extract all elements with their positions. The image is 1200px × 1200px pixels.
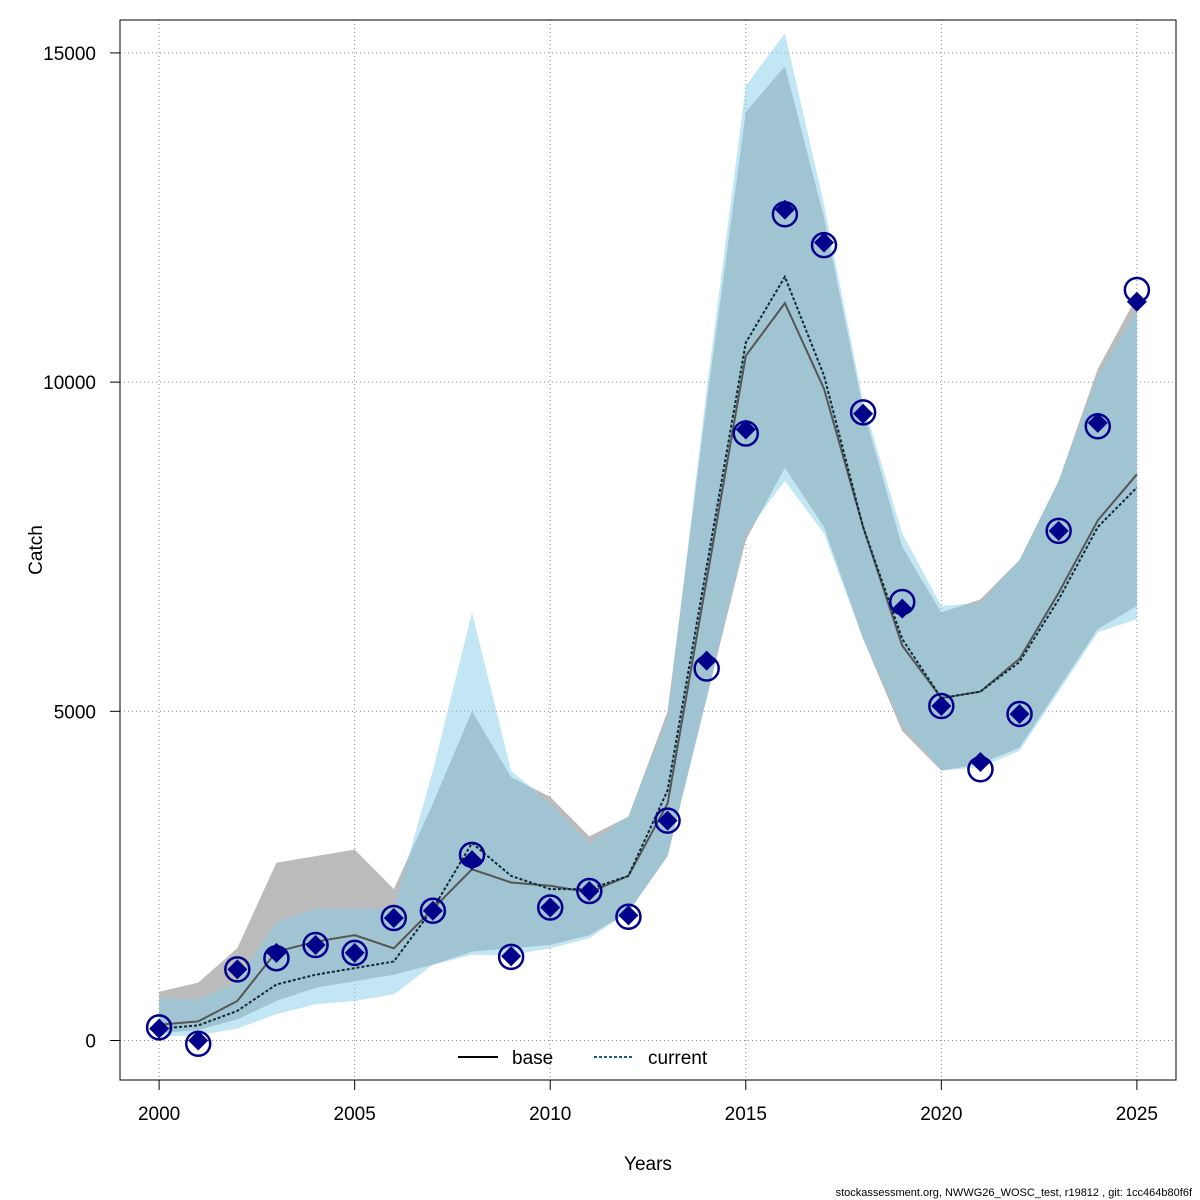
observation-diamond-2001	[188, 1030, 209, 1051]
observation-circle-2023	[1045, 517, 1072, 545]
observation-diamond-2011	[579, 881, 600, 902]
line-current	[159, 274, 1138, 1030]
y-axis-title: Catch	[26, 525, 47, 575]
observation-diamond-2018	[853, 403, 874, 424]
observation-diamond-2002	[227, 959, 248, 980]
observation-diamond-2016	[774, 199, 795, 220]
y-tick-label-5000: 5000	[54, 702, 96, 723]
observation-diamond-2009	[501, 946, 522, 967]
observation-circle-2004	[302, 931, 329, 959]
observation-circle-2011	[576, 877, 603, 905]
legend-label-current: current	[648, 1048, 708, 1069]
observation-diamond-2022	[1009, 703, 1030, 724]
observation-diamond-2010	[540, 897, 561, 918]
legend-label-base: base	[512, 1048, 553, 1069]
observation-diamond-2003	[266, 942, 287, 963]
observation-circle-2010	[536, 894, 564, 921]
observation-diamond-2020	[931, 696, 952, 717]
x-tick-label-2000: 2000	[138, 1104, 180, 1125]
estimate-lines	[159, 274, 1138, 1030]
observation-diamond-2019	[892, 598, 913, 619]
x-tick-label-2005: 2005	[334, 1104, 376, 1125]
observation-diamond-2007	[422, 900, 443, 921]
observation-markers	[145, 199, 1151, 1058]
observation-circle-2006	[380, 904, 408, 932]
observation-diamond-2008	[462, 850, 482, 871]
observation-circle-2022	[1006, 700, 1033, 728]
observation-diamond-2004	[305, 935, 326, 956]
x-tick-label-2020: 2020	[920, 1104, 962, 1125]
x-tick-label-2025: 2025	[1116, 1104, 1158, 1125]
observation-circle-2002	[224, 956, 251, 983]
observation-diamond-2006	[383, 908, 404, 929]
observation-diamond-2014	[696, 650, 717, 671]
observation-diamond-2023	[1048, 520, 1069, 541]
y-tick-label-10000: 10000	[43, 373, 96, 394]
observation-diamond-2021	[970, 752, 991, 772]
y-tick-label-15000: 15000	[43, 44, 96, 65]
observation-diamond-2000	[149, 1018, 170, 1039]
legend: base current	[458, 1048, 708, 1069]
observation-circle-2000	[145, 1014, 173, 1041]
observation-diamond-2015	[735, 419, 756, 440]
observation-circle-2009	[497, 943, 525, 971]
footer-note: stockassessment.org, NWWG26_WOSC_test, r…	[836, 1187, 1193, 1199]
observation-circle-2007	[419, 897, 447, 925]
y-tick-label-0: 0	[85, 1031, 96, 1052]
observation-circle-2012	[615, 903, 642, 930]
observation-diamond-2017	[814, 232, 834, 253]
x-tick-label-2010: 2010	[529, 1104, 571, 1125]
observation-circle-2005	[341, 939, 368, 967]
observation-circle-2013	[654, 807, 681, 834]
observation-diamond-2024	[1087, 412, 1108, 433]
observation-diamond-2012	[618, 905, 639, 926]
x-tick-label-2015: 2015	[725, 1104, 767, 1125]
observation-diamond-2013	[657, 810, 678, 831]
observation-circle-2020	[928, 692, 955, 720]
observation-diamond-2025	[1126, 291, 1147, 312]
observation-circle-2018	[849, 399, 877, 426]
observation-diamond-2005	[344, 942, 365, 963]
band-current	[159, 33, 1137, 1037]
x-axis-title: Years	[624, 1154, 672, 1175]
line-base	[159, 301, 1138, 1026]
axes: 2000 2005 2010 2015 2020 2025 0 5000 10000 15000	[43, 44, 1158, 1125]
